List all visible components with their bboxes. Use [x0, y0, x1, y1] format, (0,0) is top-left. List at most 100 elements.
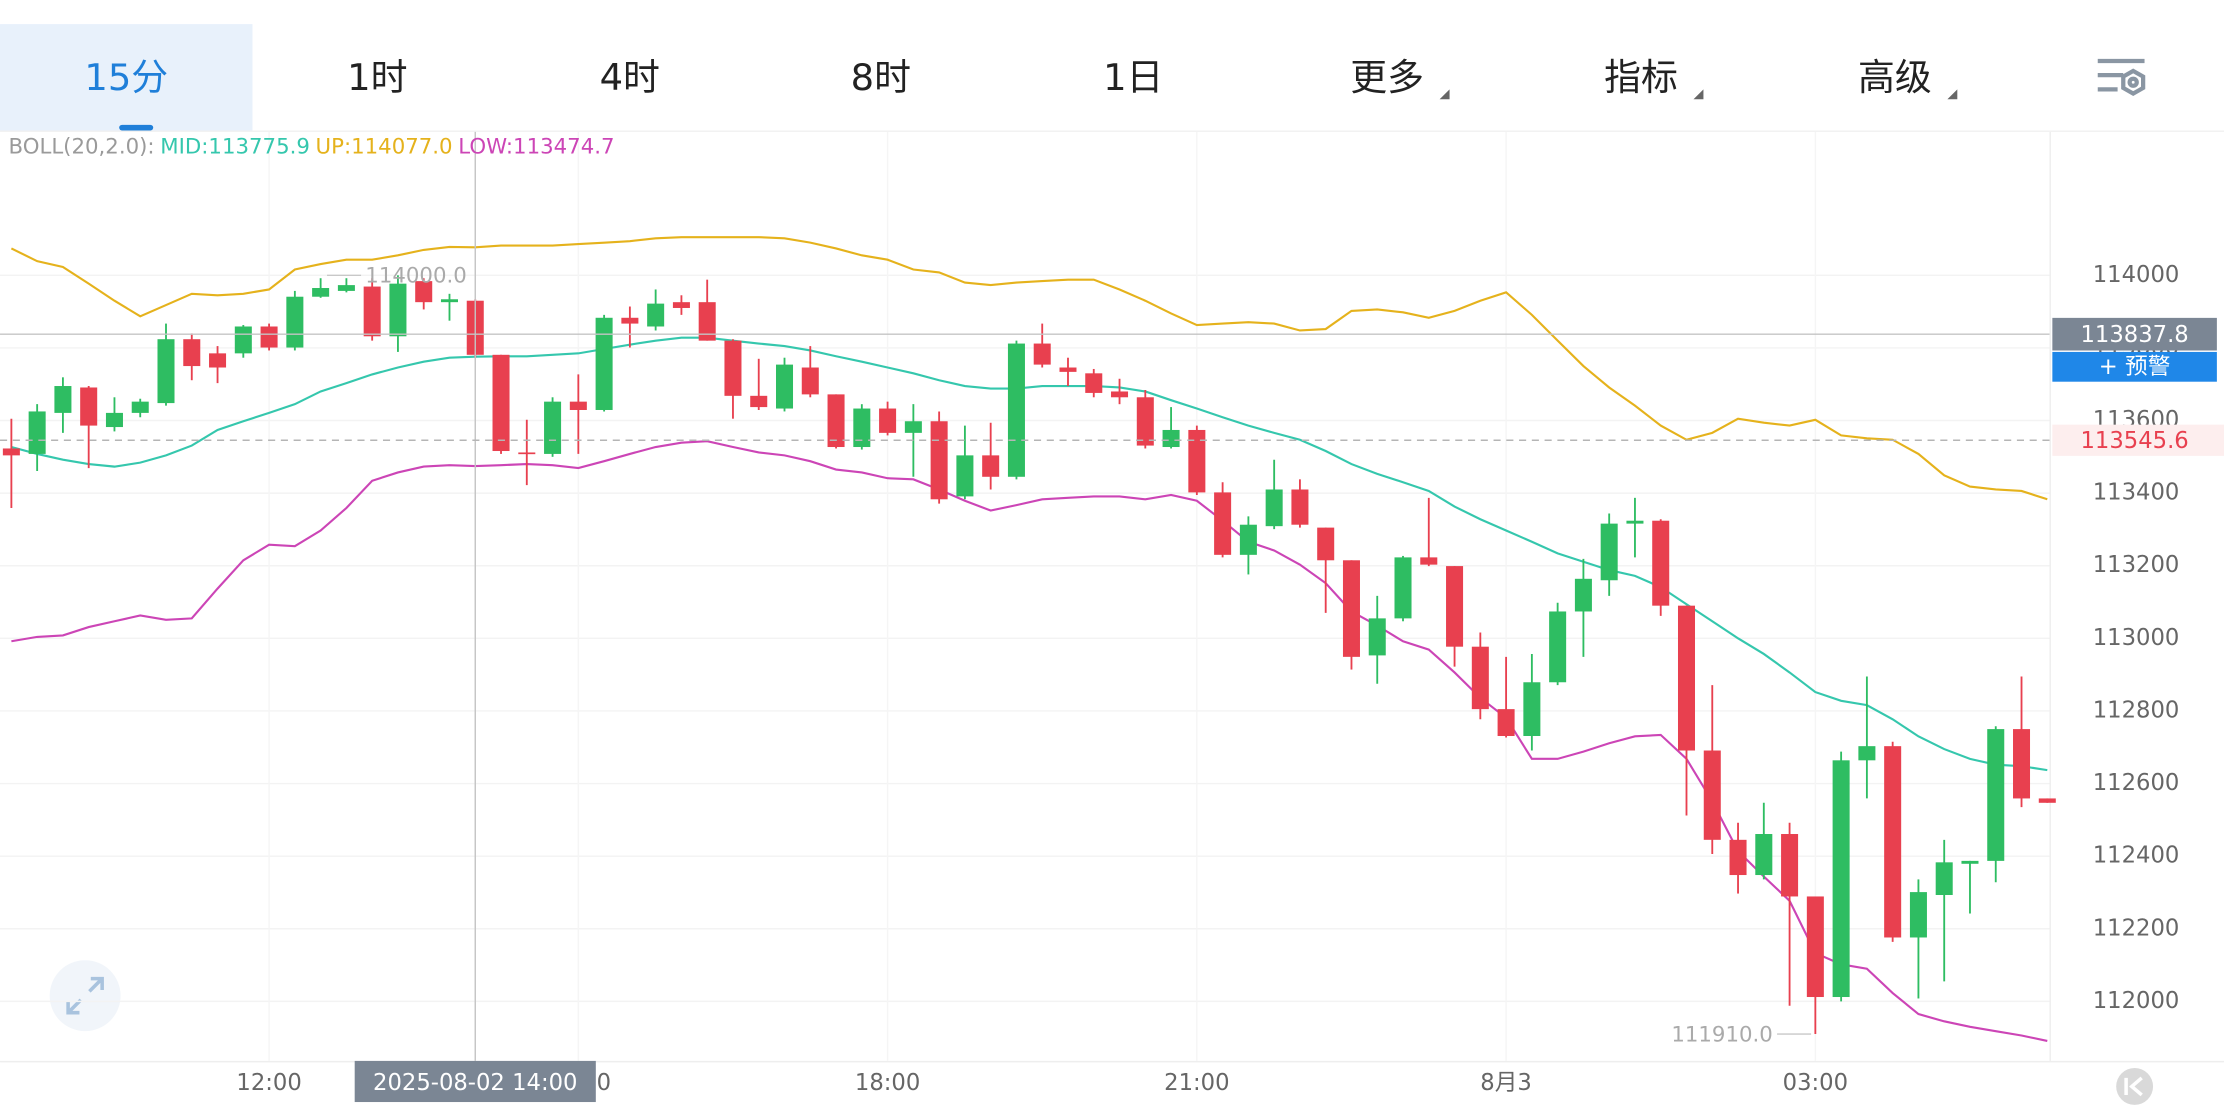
- x-tick-label: 12:00: [236, 1070, 301, 1096]
- y-tick-label: 112000: [2093, 988, 2180, 1014]
- y-tick-label: 113400: [2093, 480, 2180, 506]
- candle-body: [105, 412, 123, 428]
- candle-body: [389, 283, 407, 337]
- candle-body: [234, 326, 252, 354]
- candle-body: [1574, 578, 1592, 612]
- candle-body: [1136, 397, 1154, 446]
- legend-name: UP:: [316, 135, 352, 160]
- max-label: 114000.0: [365, 264, 466, 289]
- candle-body: [286, 296, 304, 348]
- candles: [2, 275, 2056, 1035]
- x-tick-label: 8月3: [1480, 1070, 1532, 1096]
- candle-body: [879, 408, 897, 433]
- tab-menu-caret: [1439, 89, 1450, 100]
- tab-label[interactable]: 1时: [347, 56, 407, 99]
- tab-label[interactable]: 15分: [84, 56, 168, 99]
- candle-body: [1806, 896, 1824, 998]
- candle-body: [80, 387, 98, 426]
- candle-body: [2013, 729, 2031, 799]
- expand-bg: [49, 960, 121, 1032]
- candle-body: [1497, 709, 1515, 736]
- candle-body: [1781, 834, 1799, 897]
- tab-active-indicator: [119, 124, 154, 131]
- candle-body: [956, 455, 974, 497]
- scroll-latest-glyph: [2124, 1076, 2143, 1097]
- legend-value: 114077.0: [351, 135, 452, 160]
- candle-body: [1600, 523, 1618, 581]
- candle-body: [1265, 489, 1283, 527]
- candle-body: [1703, 750, 1721, 840]
- candle-body: [1626, 520, 1644, 524]
- candle-body: [260, 326, 278, 348]
- crosshair-time-bg: [354, 1060, 596, 1103]
- candle-body: [1884, 746, 1902, 938]
- candle-body: [750, 395, 768, 408]
- timeframe-tabs: 15分 1时 4时 8时 1日 更多 指标 高级: [0, 24, 1958, 131]
- icon-gear: [2121, 68, 2146, 97]
- candle-body: [1755, 834, 1773, 876]
- candle-body: [801, 367, 819, 395]
- y-tick-label: 112400: [2093, 843, 2180, 869]
- tab-label[interactable]: 指标: [1604, 56, 1678, 99]
- expand-button[interactable]: [49, 960, 121, 1032]
- legend-name: LOW:: [458, 135, 513, 160]
- candle-body: [1239, 524, 1257, 555]
- candle-body: [1729, 839, 1747, 876]
- min-label: 111910.0: [1671, 1022, 1772, 1047]
- candle-body: [1007, 343, 1025, 477]
- candle-body: [1652, 520, 1670, 606]
- legend-name: MID:: [160, 135, 208, 160]
- candle-body: [930, 421, 948, 500]
- candle-body: [363, 286, 381, 337]
- candle-body: [775, 364, 794, 409]
- y-tick-label: 112800: [2093, 697, 2180, 723]
- candle-body: [440, 299, 458, 303]
- candle-body: [1214, 492, 1232, 555]
- candle-body: [544, 401, 562, 454]
- legend-value: 113474.7: [513, 135, 614, 160]
- tab-label[interactable]: 高级: [1858, 56, 1932, 99]
- candle-body: [1033, 343, 1051, 365]
- candle-body: [698, 302, 716, 341]
- candle-body: [492, 354, 510, 452]
- y-tick-label: 112600: [2093, 770, 2180, 796]
- candle-body: [1961, 860, 1979, 864]
- candle-body: [569, 401, 587, 410]
- crosshair-price-bg: [2052, 317, 2217, 351]
- x-tick-label: 21:00: [1164, 1070, 1229, 1096]
- candle-body: [1677, 605, 1696, 751]
- tab-label[interactable]: 8时: [851, 56, 911, 99]
- overlay-line: [11, 336, 2048, 772]
- tab-active-bg: [0, 24, 253, 131]
- candle-body: [724, 340, 742, 396]
- settings-icon[interactable]: [2097, 58, 2146, 97]
- y-tick-label: 113000: [2093, 625, 2180, 651]
- price-tags: 113837.8 + 预警 113545.6 2025-08-02 14:00: [354, 317, 2224, 1103]
- candle-body: [209, 353, 227, 368]
- scroll-latest-button[interactable]: [2116, 1068, 2154, 1105]
- candle-body: [595, 317, 613, 410]
- candle-body: [1987, 729, 2005, 861]
- indicator-legend: BOLL(20,2.0): MID:113775.9 UP:114077.0 LOW:…: [9, 135, 615, 160]
- indicator-name: BOLL(20,2.0):: [9, 135, 155, 160]
- alert-button-bg[interactable]: [2052, 351, 2217, 382]
- scroll-latest-bg: [2116, 1068, 2154, 1105]
- crosshair-price: 113837.8: [2080, 322, 2188, 348]
- candle-body: [621, 317, 639, 324]
- candle-body: [1188, 429, 1206, 493]
- candle-body: [131, 401, 149, 413]
- tab-label[interactable]: 更多: [1350, 56, 1424, 99]
- candle-body: [1085, 373, 1103, 393]
- candle-body: [312, 288, 330, 297]
- candle-body: [672, 302, 690, 308]
- expand-arrows: [66, 976, 104, 1015]
- x-tick-label: 18:00: [855, 1070, 920, 1096]
- tab-label[interactable]: 4时: [600, 56, 660, 99]
- alert-button[interactable]: + 预警: [2099, 354, 2171, 380]
- y-tick-label: 112200: [2093, 915, 2180, 941]
- candle-body: [518, 452, 536, 455]
- candle-body: [28, 411, 46, 454]
- tab-label[interactable]: 1日: [1103, 56, 1163, 99]
